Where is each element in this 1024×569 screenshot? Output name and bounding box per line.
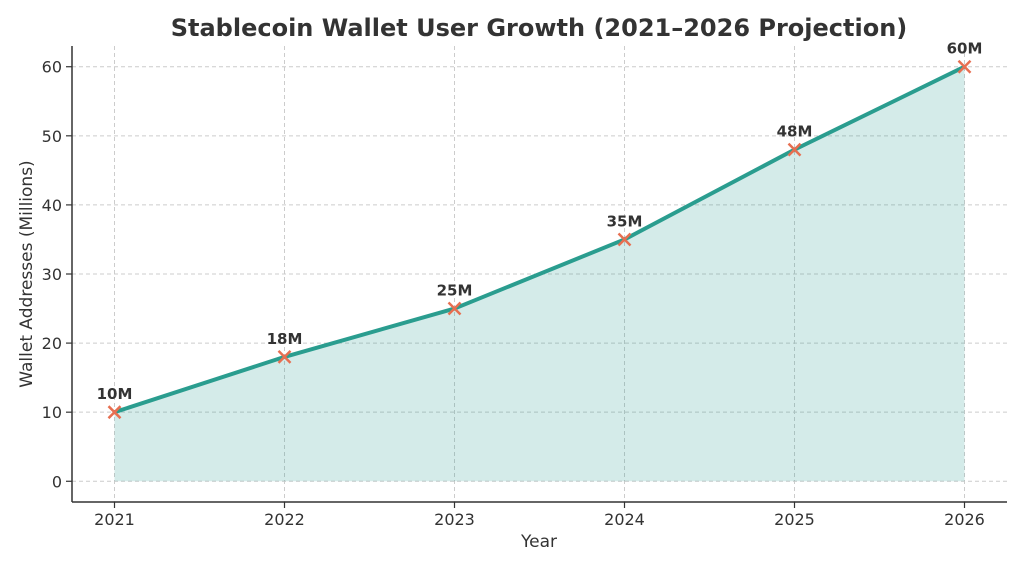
- y-tick-label-30: 30: [42, 265, 62, 284]
- x-tick-label-2022: 2022: [264, 510, 305, 529]
- tick-labels: 0 10 20 30 40 50 60 2021 2022 2023 2024 2025 2026: [42, 58, 985, 529]
- marker-stroke-b: [107, 405, 122, 420]
- y-tick-label-0: 0: [52, 472, 62, 491]
- data-label-2023: 25M: [437, 282, 473, 300]
- data-point-2023: [447, 301, 462, 316]
- y-tick-label-40: 40: [42, 196, 62, 215]
- chart-title: Stablecoin Wallet User Growth (2021–2026…: [171, 14, 908, 42]
- data-markers: [107, 59, 972, 420]
- y-tick-label-50: 50: [42, 127, 62, 146]
- x-tick-label-2024: 2024: [604, 510, 645, 529]
- y-tick-label-20: 20: [42, 334, 62, 353]
- data-label-2024: 35M: [607, 212, 643, 230]
- x-tick-label-2026: 2026: [944, 510, 985, 529]
- data-label-2022: 18M: [267, 330, 303, 348]
- data-point-2024: [617, 232, 632, 247]
- marker-stroke-b: [617, 232, 632, 247]
- data-label-2021: 10M: [97, 385, 133, 403]
- data-label-2026: 60M: [947, 40, 983, 58]
- x-tick-label-2021: 2021: [94, 510, 135, 529]
- y-axis-title: Wallet Addresses (Millions): [17, 160, 37, 387]
- data-label-2025: 48M: [777, 123, 813, 141]
- data-labels: 10M 18M 25M 35M 48M 60M: [97, 40, 983, 403]
- marker-stroke-b: [277, 350, 292, 364]
- x-axis-title: Year: [520, 532, 557, 552]
- marker-stroke-b: [787, 142, 802, 157]
- grid-lines: [72, 46, 1007, 502]
- marker-stroke-b: [957, 59, 972, 74]
- series-line-group: [112, 64, 967, 415]
- y-tick-label-10: 10: [42, 403, 62, 422]
- data-point-2026: [957, 59, 972, 74]
- data-point-2022: [277, 350, 292, 364]
- series-line: [112, 64, 967, 415]
- y-tick-label-60: 60: [42, 58, 62, 77]
- x-tick-label-2025: 2025: [774, 510, 815, 529]
- x-tick-label-2023: 2023: [434, 510, 475, 529]
- marker-stroke-b: [447, 301, 462, 316]
- data-point-2021: [107, 405, 122, 420]
- data-point-2025: [787, 142, 802, 157]
